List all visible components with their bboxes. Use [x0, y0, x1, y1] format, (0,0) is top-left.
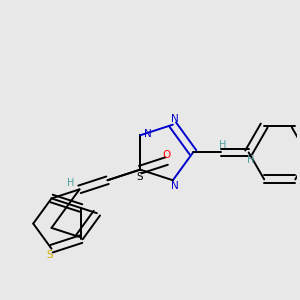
Text: H: H	[67, 178, 74, 188]
Text: N: N	[171, 114, 178, 124]
Text: N: N	[171, 181, 178, 191]
Text: O: O	[163, 150, 171, 160]
Text: H: H	[247, 155, 254, 165]
Text: N: N	[143, 129, 151, 139]
Text: S: S	[137, 172, 143, 182]
Text: H: H	[219, 140, 226, 150]
Text: S: S	[46, 250, 53, 260]
